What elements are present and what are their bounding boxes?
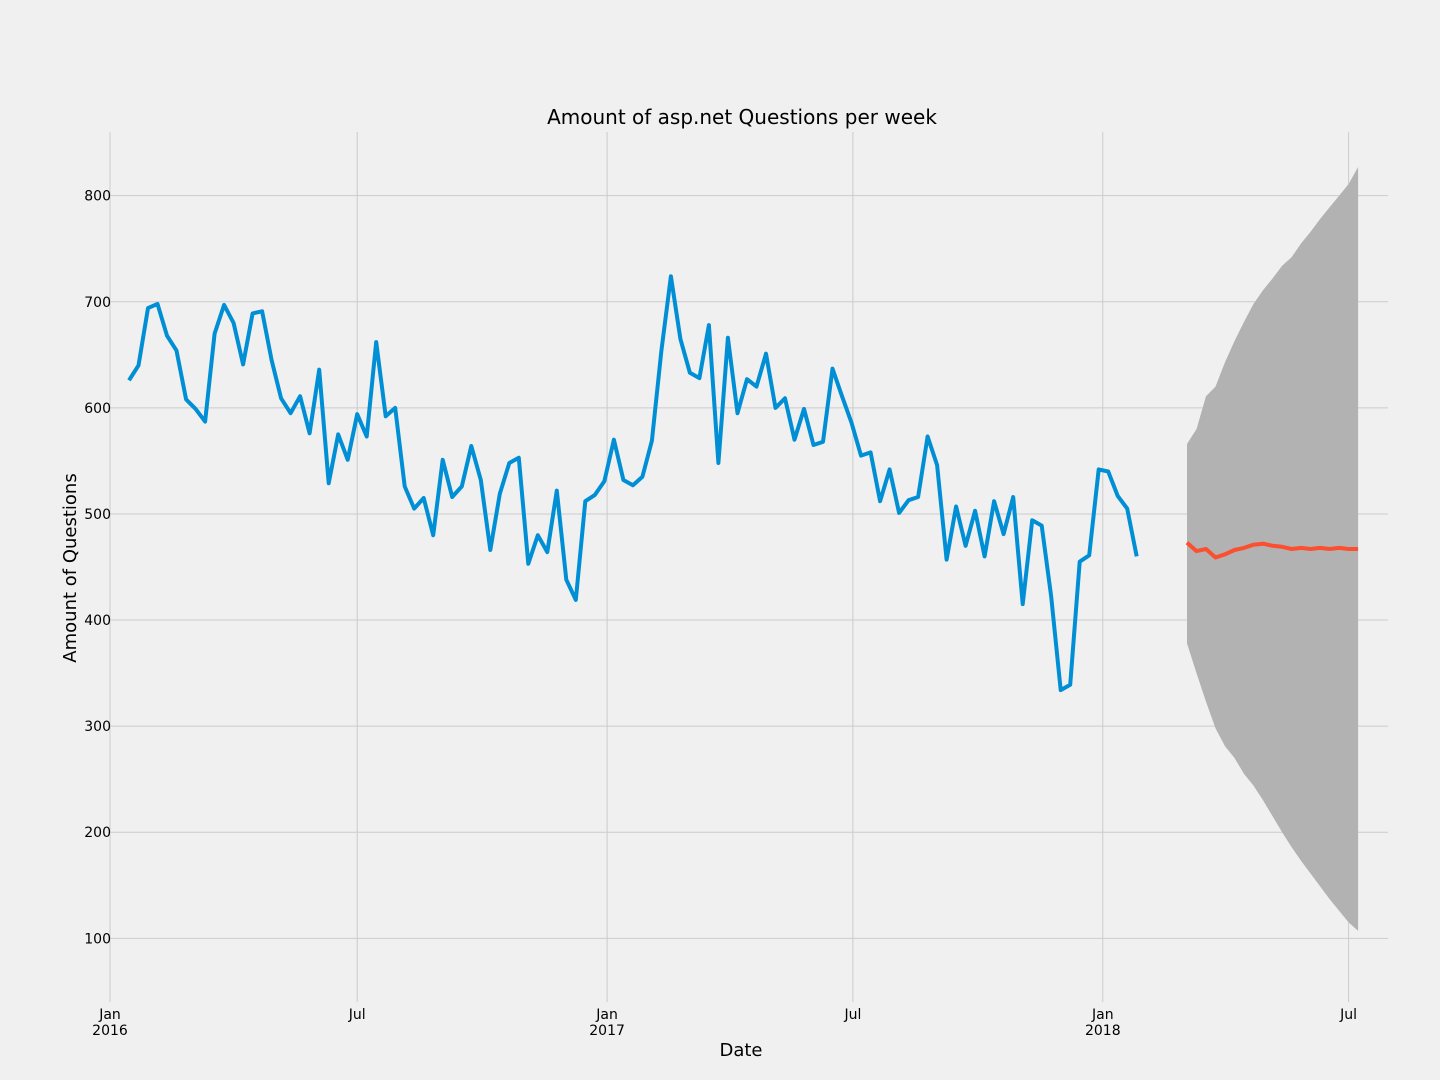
y-axis-title: Amount of Questions — [60, 473, 81, 662]
y-tick-label: 300 — [84, 719, 111, 735]
chart-title: Amount of asp.net Questions per week — [547, 105, 937, 129]
x-tick-year-label: 2016 — [92, 1023, 128, 1039]
forecast-confidence-area — [1187, 167, 1359, 931]
y-tick-label: 500 — [84, 507, 111, 523]
observed-series-line — [127, 274, 1139, 693]
x-tick-label: Jan — [595, 1007, 618, 1023]
x-tick-label: Jul — [1339, 1007, 1357, 1023]
y-tick-label: 600 — [84, 401, 111, 417]
y-tick-label: 800 — [84, 189, 111, 205]
confidence-interval-band — [1187, 167, 1359, 931]
y-axis-ticks: 100 200 300 400 500 600 700 800 — [84, 189, 111, 948]
x-tick-year-label: 2017 — [589, 1023, 625, 1039]
x-tick-label: Jan — [1091, 1007, 1114, 1023]
forecast-series-line — [1185, 541, 1359, 560]
x-tick-label: Jan — [98, 1007, 121, 1023]
y-tick-label: 100 — [84, 931, 111, 947]
x-tick-label: Jul — [843, 1007, 861, 1023]
series-lines — [127, 274, 1359, 693]
y-tick-label: 700 — [84, 295, 111, 311]
y-tick-label: 200 — [84, 825, 111, 841]
x-axis-title: Date — [719, 1040, 762, 1061]
x-tick-year-label: 2018 — [1085, 1023, 1121, 1039]
y-tick-label: 400 — [84, 613, 111, 629]
x-tick-label: Jul — [348, 1007, 366, 1023]
